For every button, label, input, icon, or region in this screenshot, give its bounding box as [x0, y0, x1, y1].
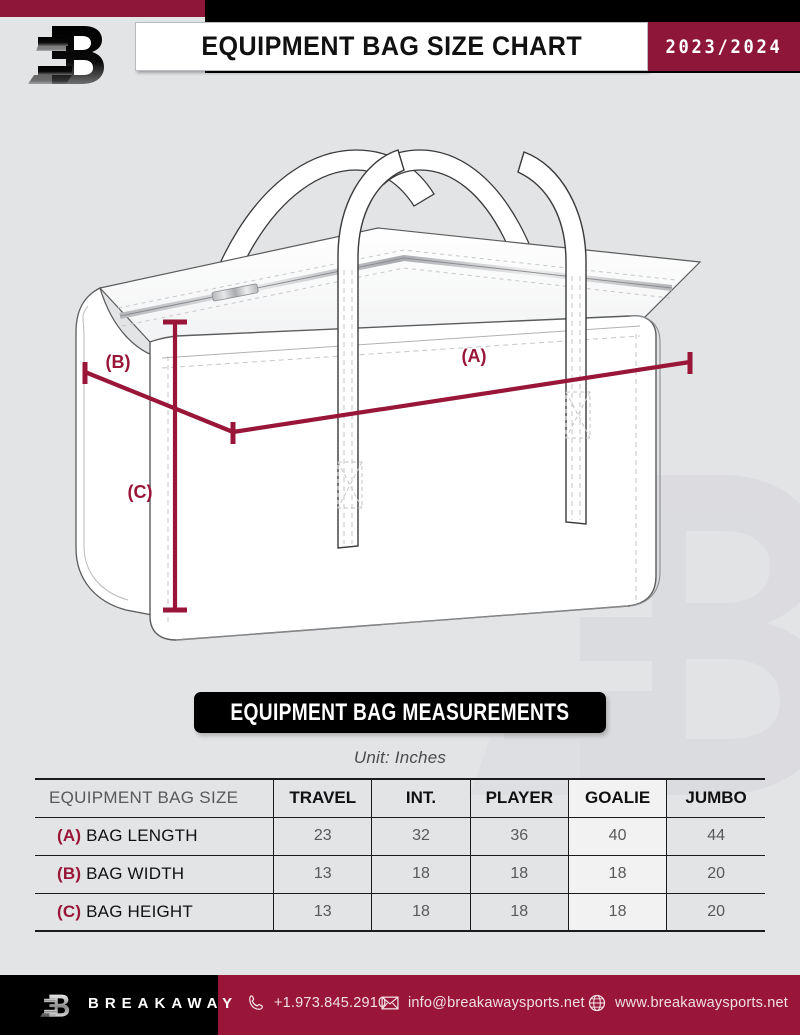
header-travel: TRAVEL	[273, 779, 372, 817]
breakaway-b-logo-icon	[40, 994, 70, 1017]
page-header: EQUIPMENT BAG SIZE CHART 2023/2024	[0, 17, 800, 73]
footer-website[interactable]: www.breakawaysports.net	[587, 993, 788, 1013]
cell-width-jumbo: 20	[666, 855, 765, 893]
footer-brand-name: BREAKAWAY	[88, 995, 239, 1012]
bag-handle-back	[185, 149, 435, 431]
cell-width-int: 18	[371, 855, 471, 893]
dimension-label-a: (A)	[462, 346, 487, 366]
season-year-badge: 2023/2024	[648, 22, 800, 71]
breakaway-b-logo-icon	[28, 26, 104, 84]
table-header-row: EQUIPMENT BAG SIZE TRAVEL INT. PLAYER GO…	[35, 779, 765, 817]
globe-icon	[588, 994, 606, 1012]
page-title: EQUIPMENT BAG SIZE CHART	[201, 31, 582, 61]
row-tag-b: (B)	[57, 864, 82, 883]
row-name-bag-height: BAG HEIGHT	[81, 901, 193, 921]
measurements-title: EQUIPMENT BAG MEASUREMENTS	[230, 698, 570, 726]
equipment-bag-illustration: (C) (B) (A)	[75, 149, 702, 641]
bag-front-face	[149, 315, 657, 641]
footer-maroon-panel	[218, 975, 800, 1035]
cell-height-goalie: 18	[567, 893, 667, 931]
cell-length-jumbo: 44	[666, 817, 765, 855]
row-tag-c: (C)	[57, 901, 82, 921]
footer-website-text: www.breakawaysports.net	[615, 995, 789, 1011]
top-bar-maroon-segment	[0, 0, 205, 17]
season-year-label: 2023/2024	[665, 35, 783, 58]
header-goalie: GOALIE	[567, 779, 667, 817]
footer-black-panel	[0, 975, 218, 1035]
bag-zipper-slider	[211, 283, 259, 302]
bag-handle-front-right	[517, 151, 587, 525]
footer-phone-text: +1.973.845.2910	[274, 995, 387, 1011]
header-jumbo: JUMBO	[666, 779, 765, 817]
measurements-title-pill: EQUIPMENT BAG MEASUREMENTS	[194, 692, 606, 733]
row-tag-a: (A)	[57, 826, 82, 845]
dimension-label-b: (B)	[106, 352, 131, 372]
bag-top-face	[98, 227, 702, 343]
footer-phone[interactable]: +1.973.845.2910	[246, 993, 386, 1013]
header-player: PLAYER	[469, 779, 569, 817]
table-row: (B) BAG WIDTH 13 18 18 18 20	[35, 855, 765, 893]
cell-width-travel: 13	[273, 855, 372, 893]
page-title-box: EQUIPMENT BAG SIZE CHART	[135, 22, 648, 71]
footer-email-text: info@breakawaysports.net	[408, 995, 585, 1011]
table-row: (A) BAG LENGTH 23 32 36 40 44	[35, 817, 765, 855]
strap-x-stitch-left	[337, 461, 363, 509]
bag-handle-front-left	[337, 149, 405, 549]
envelope-icon	[381, 996, 399, 1010]
top-bar-black-segment	[205, 0, 800, 17]
footer-email[interactable]: info@breakawaysports.net	[380, 993, 585, 1013]
row-label-bag-length: (A) BAG LENGTH	[35, 817, 274, 855]
page-footer: BREAKAWAY +1.973.845.2910 info@breakaway…	[0, 975, 800, 1035]
bag-right-edge	[629, 315, 661, 607]
table-row: (C) BAG HEIGHT 13 18 18 18 20	[35, 893, 765, 931]
cell-width-goalie: 18	[567, 855, 667, 893]
dimension-line-b	[82, 362, 236, 444]
row-name-bag-width: BAG WIDTH	[81, 864, 185, 883]
cell-length-player: 36	[469, 817, 569, 855]
cell-height-jumbo: 20	[666, 893, 765, 931]
unit-note: Unit: Inches	[353, 748, 447, 767]
header-int: INT.	[371, 779, 471, 817]
measurements-table-wrap: EQUIPMENT BAG SIZE TRAVEL INT. PLAYER GO…	[35, 778, 765, 932]
cell-height-player: 18	[469, 893, 569, 931]
header-equipment-bag-size: EQUIPMENT BAG SIZE	[49, 788, 239, 808]
top-accent-bar	[0, 0, 800, 17]
row-label-bag-height: (C) BAG HEIGHT	[35, 893, 274, 931]
cell-height-int: 18	[371, 893, 471, 931]
bag-side-panel	[75, 287, 169, 619]
row-name-bag-length: BAG LENGTH	[81, 826, 198, 845]
phone-icon	[249, 995, 263, 1010]
cell-length-travel: 23	[273, 817, 372, 855]
cell-length-int: 32	[371, 817, 471, 855]
strap-x-stitch-right	[565, 391, 591, 439]
row-label-bag-width: (B) BAG WIDTH	[35, 855, 274, 893]
dimension-line-c	[163, 319, 187, 613]
dimension-label-c: (C)	[128, 482, 153, 502]
measurements-table: EQUIPMENT BAG SIZE TRAVEL INT. PLAYER GO…	[35, 778, 765, 932]
cell-length-goalie: 40	[567, 817, 667, 855]
cell-height-travel: 13	[273, 893, 372, 931]
dimension-line-a	[232, 352, 693, 435]
cell-width-player: 18	[469, 855, 569, 893]
